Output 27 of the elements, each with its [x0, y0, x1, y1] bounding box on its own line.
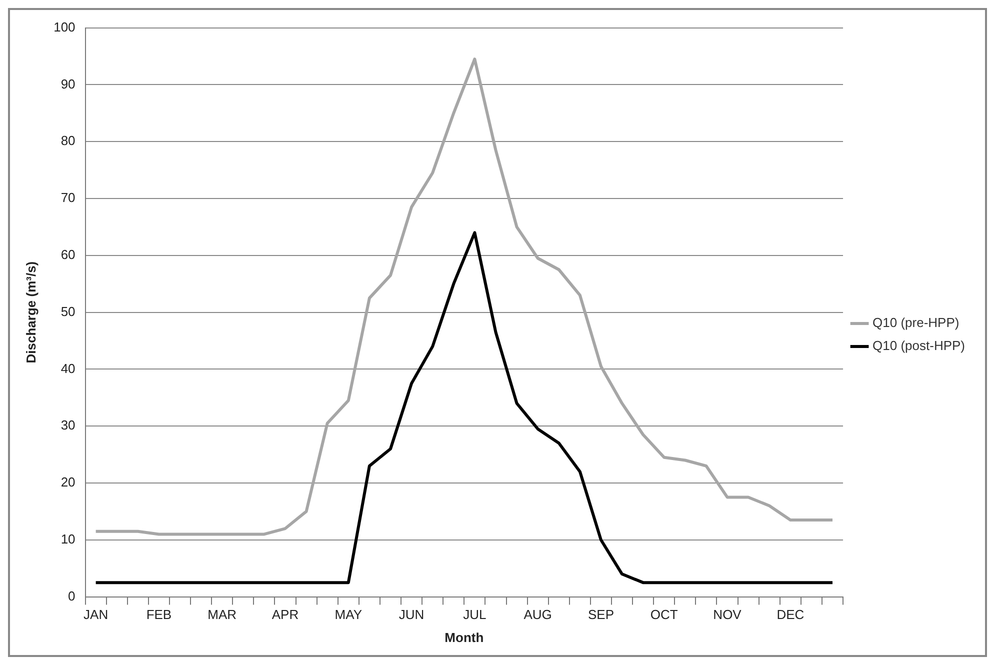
y-tick-label: 10	[60, 531, 76, 546]
y-tick-label: 50	[60, 304, 76, 319]
x-tick-label: JUN	[398, 607, 424, 622]
legend-label: Q10 (post-HPP)	[872, 338, 966, 354]
x-tick-label: DEC	[776, 607, 804, 622]
y-tick-label: 60	[60, 246, 76, 262]
legend-label: Q10 (pre-HPP)	[872, 315, 960, 330]
x-tick-label: JUL	[463, 607, 486, 622]
y-tick-label: 100	[54, 19, 76, 34]
y-tick-label: 40	[60, 360, 76, 376]
x-tick-label: SEP	[588, 607, 614, 622]
y-tick-label: 80	[60, 133, 76, 148]
x-tick-label: OCT	[650, 607, 678, 622]
y-tick-label: 20	[60, 474, 76, 490]
x-tick-label: MAR	[208, 607, 237, 622]
x-tick-label: MAY	[334, 607, 362, 622]
y-tick-label: 0	[68, 588, 76, 604]
x-tick-label: JAN	[84, 607, 108, 622]
x-tick-label: APR	[272, 607, 299, 622]
x-axis-title: Month	[444, 630, 484, 645]
y-tick-label: 70	[60, 190, 76, 206]
y-tick-label: 30	[60, 418, 76, 433]
y-axis-title: Discharge (m³/s)	[23, 261, 38, 364]
x-tick-label: AUG	[524, 607, 552, 622]
x-tick-label: FEB	[146, 607, 172, 622]
y-tick-label: 90	[60, 76, 76, 92]
x-tick-label: NOV	[713, 607, 742, 622]
